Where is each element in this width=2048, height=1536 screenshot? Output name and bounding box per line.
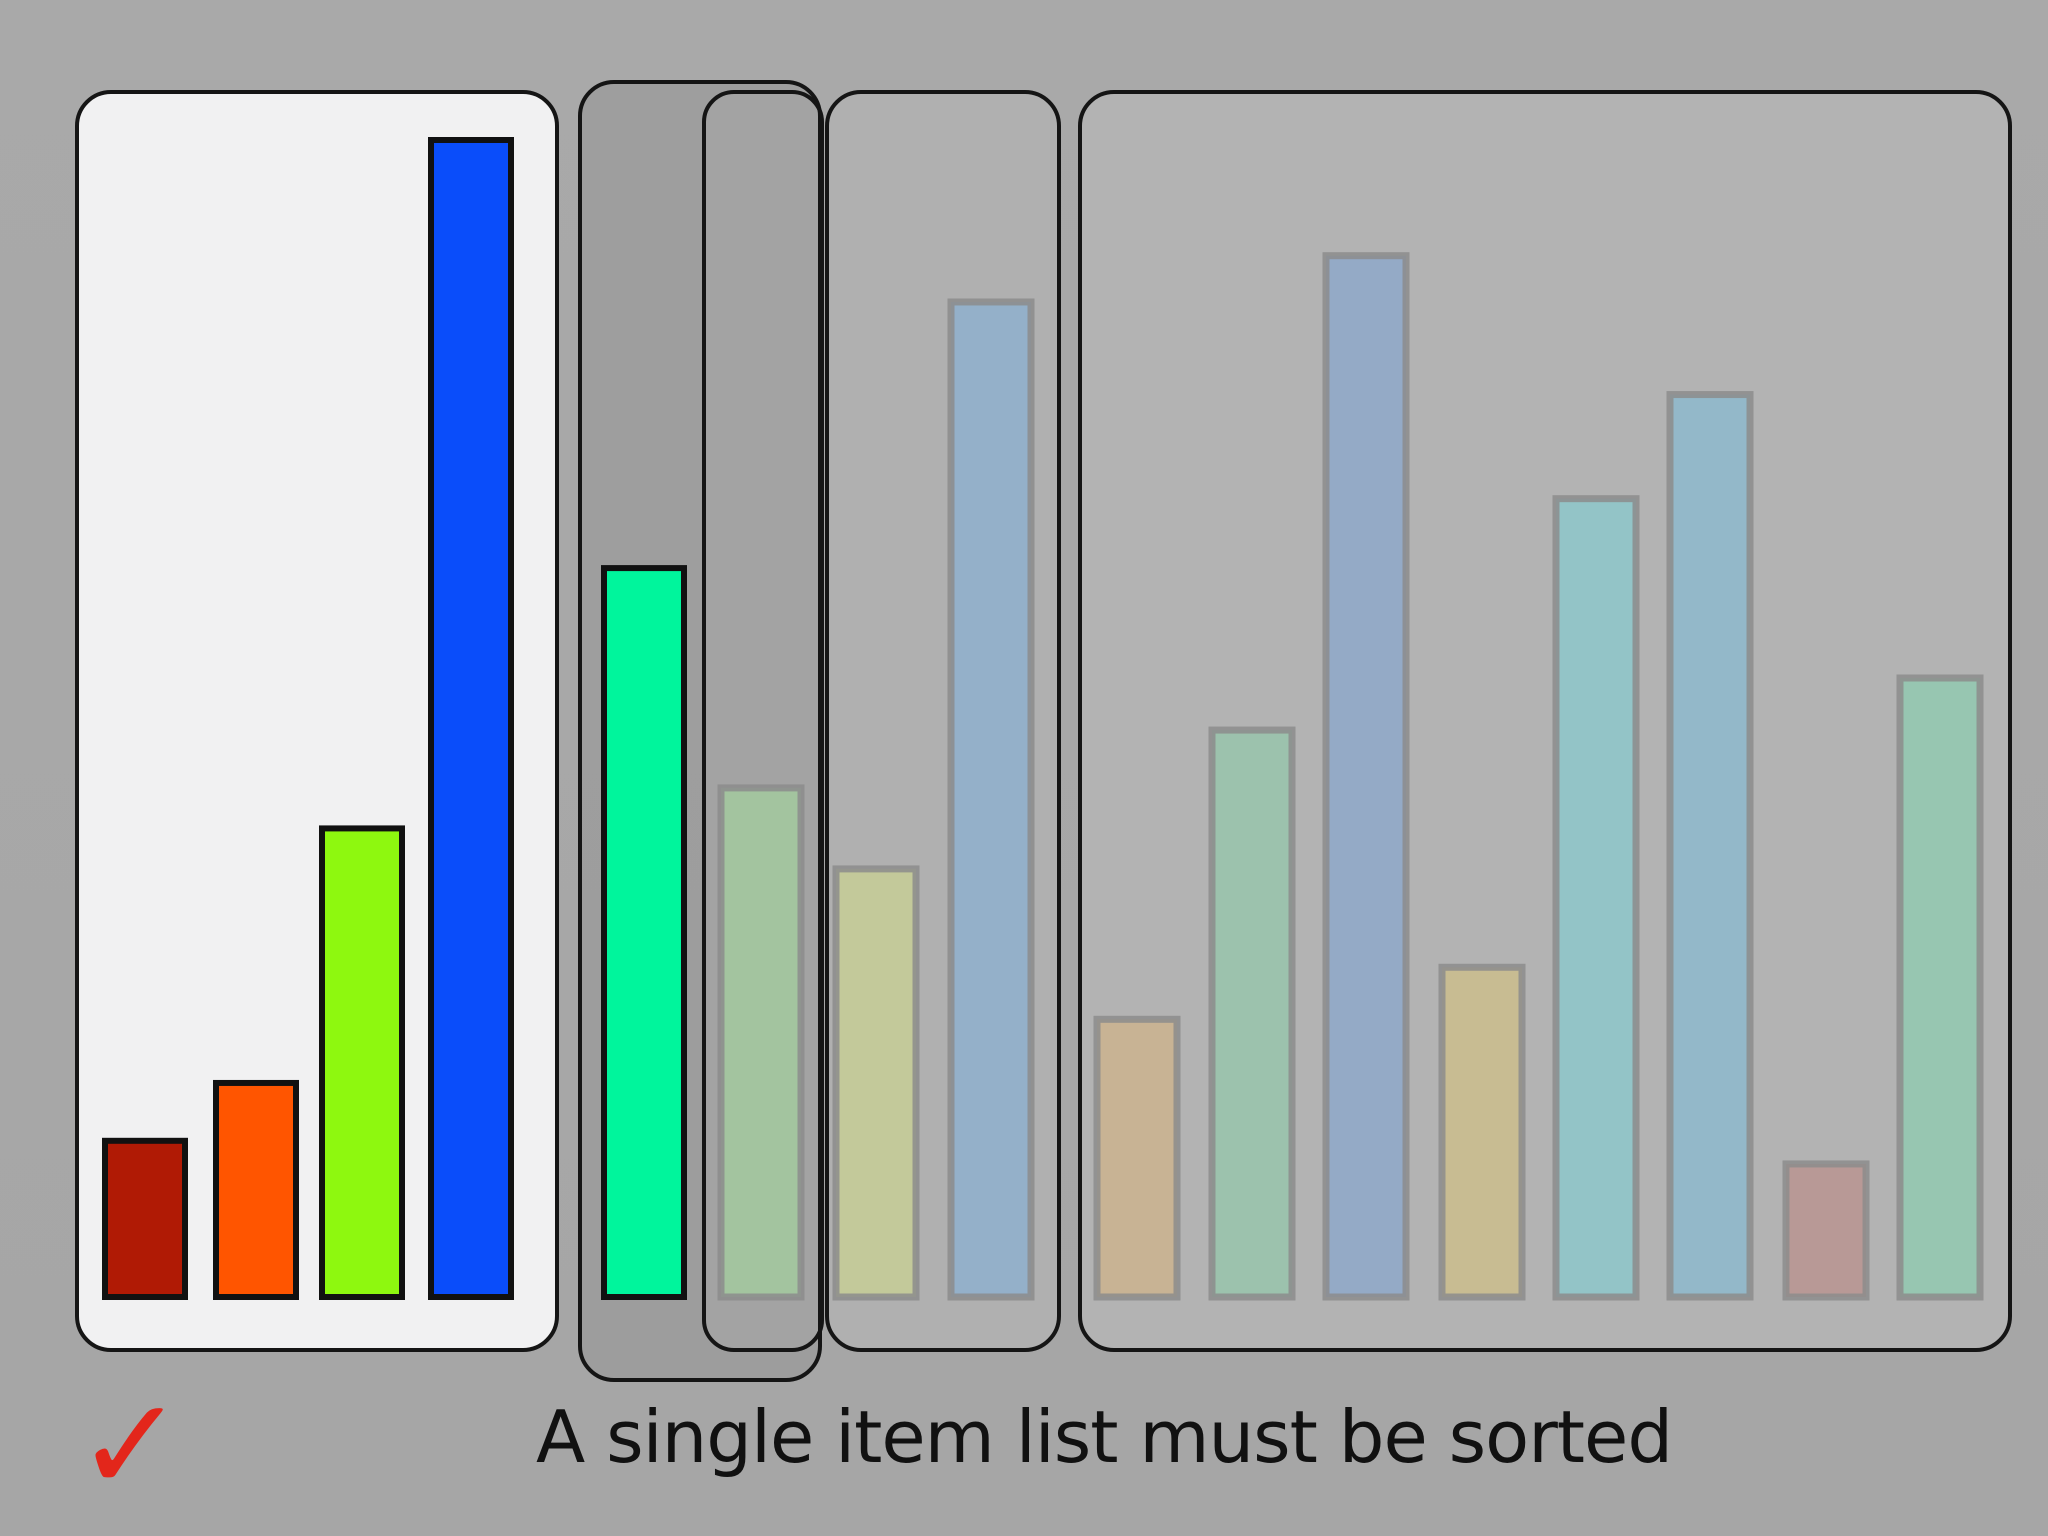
bar-sorted-4 — [428, 137, 514, 1300]
bar-rest-3 — [1322, 252, 1410, 1301]
bar-next-1 — [717, 784, 805, 1301]
bar-pair-2 — [947, 298, 1035, 1301]
rest-group-box — [1078, 90, 2012, 1352]
checkmark-icon: ✓ — [76, 1369, 185, 1521]
bar-rest-2 — [1208, 726, 1296, 1301]
next-group-outline — [702, 90, 824, 1352]
bar-sorted-2 — [213, 1079, 299, 1300]
bar-sorted-1 — [102, 1137, 188, 1301]
bar-rest-4 — [1438, 963, 1526, 1301]
bar-single-1 — [601, 565, 687, 1300]
slide-caption: A single item list must be sorted — [535, 1395, 1673, 1479]
bars — [102, 137, 1984, 1301]
bar-pair-1 — [832, 865, 920, 1301]
bar-rest-7 — [1782, 1160, 1870, 1301]
bar-rest-6 — [1666, 391, 1754, 1301]
bar-rest-5 — [1552, 495, 1640, 1301]
bar-rest-8 — [1896, 674, 1984, 1301]
group-outlines — [578, 80, 824, 1382]
bar-sorted-3 — [319, 825, 405, 1300]
bar-rest-1 — [1093, 1015, 1181, 1301]
